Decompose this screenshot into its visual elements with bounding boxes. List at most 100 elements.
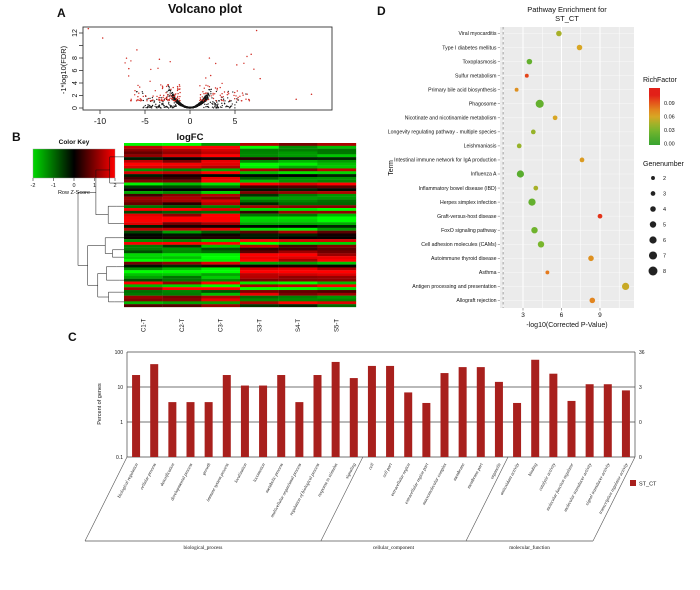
dotplot-term-label: Allograft rejection bbox=[456, 298, 496, 304]
pathway-dot bbox=[597, 213, 603, 219]
heatmap-column-label: C3-T bbox=[219, 318, 225, 332]
go-bar bbox=[549, 373, 558, 457]
svg-text:0.03: 0.03 bbox=[664, 128, 675, 134]
heatmap-panel: Color Key -2 -1 0 1 2 Row Z-Score C1-T C2-T C3… bbox=[31, 139, 357, 332]
volcano-y-axis-label: -1*log10(FDR) bbox=[59, 45, 68, 94]
panel-c-label: C bbox=[68, 330, 77, 344]
svg-text:9: 9 bbox=[598, 312, 602, 319]
color-key-title: Color Key bbox=[59, 139, 90, 146]
pathway-dot bbox=[589, 297, 596, 304]
volcano-title: Volcano plot bbox=[168, 2, 243, 16]
go-bar bbox=[422, 402, 431, 457]
color-key-axis-label: Row Z-Score bbox=[58, 190, 90, 196]
go-bar bbox=[295, 402, 304, 457]
go-bar bbox=[440, 373, 449, 457]
svg-text:0: 0 bbox=[72, 106, 79, 110]
pathway-dot bbox=[545, 270, 550, 275]
svg-text:5: 5 bbox=[233, 116, 238, 126]
go-bar bbox=[204, 402, 213, 457]
pathway-dot bbox=[556, 30, 562, 37]
heatmap-column-label: S5-T bbox=[335, 319, 341, 332]
genenumber-legend-title: Genenumber bbox=[643, 161, 685, 168]
go-bar-category-label: growth bbox=[201, 462, 212, 476]
dotplot-term-label: Sulfur metabolism bbox=[455, 73, 497, 79]
pathway-dot bbox=[621, 282, 630, 291]
svg-text:8: 8 bbox=[663, 269, 666, 275]
pathway-dot bbox=[528, 198, 536, 206]
svg-text:10: 10 bbox=[117, 385, 123, 391]
panel-a-label: A bbox=[57, 6, 66, 20]
go-bar-category-label: detoxification bbox=[159, 462, 176, 487]
svg-text:100: 100 bbox=[115, 350, 124, 356]
go-bar-category-label: organelle bbox=[489, 462, 502, 480]
pathway-dot bbox=[526, 58, 533, 65]
svg-text:6: 6 bbox=[663, 238, 666, 244]
svg-text:12: 12 bbox=[72, 29, 79, 37]
go-bar bbox=[277, 375, 286, 457]
genenumber-legend: Genenumber 2 3 4 5 6 7 8 bbox=[643, 161, 685, 276]
go-bar bbox=[513, 402, 522, 457]
dotplot-term-label: Graft-versus-host disease bbox=[437, 214, 497, 220]
dotplot-term-label: Herpes simplex infection bbox=[440, 200, 497, 206]
pathway-dotplot: Pathway Enrichment for ST_CT Viral myoca… bbox=[388, 5, 685, 329]
dotplot-term-label: Phagosome bbox=[469, 101, 497, 107]
pathway-dot bbox=[535, 99, 544, 108]
svg-text:0.09: 0.09 bbox=[664, 101, 675, 107]
dotplot-x-axis-label: -log10(Corrected P-Value) bbox=[526, 322, 607, 329]
svg-text:0.1: 0.1 bbox=[116, 455, 123, 461]
panel-b-label: B bbox=[12, 130, 21, 144]
go-bar-category-label: cell bbox=[367, 461, 375, 470]
svg-text:3: 3 bbox=[521, 312, 525, 319]
dotplot-term-label: Cell adhesion molecules (CAMs) bbox=[421, 242, 497, 248]
go-bar-category-label: cell part bbox=[381, 461, 393, 478]
svg-text:0.00: 0.00 bbox=[664, 141, 675, 147]
go-bar bbox=[186, 402, 195, 457]
heatmap-column-label: S3-T bbox=[257, 319, 263, 332]
pathway-dot bbox=[524, 73, 529, 78]
svg-text:3: 3 bbox=[639, 385, 642, 391]
svg-text:-1: -1 bbox=[51, 183, 56, 189]
go-bar-category-label: antioxidant activity bbox=[499, 461, 521, 496]
go-bar-y-axis-label: Percent of genes bbox=[97, 383, 103, 425]
dotplot-dots bbox=[514, 30, 630, 304]
svg-text:6: 6 bbox=[560, 312, 564, 319]
heatmap-column-label: S4-T bbox=[296, 319, 302, 332]
go-bar bbox=[168, 402, 177, 457]
go-bar-category-label: response to stimulus bbox=[317, 462, 339, 498]
heatmap-column-label: C2-T bbox=[180, 318, 186, 332]
svg-text:0: 0 bbox=[188, 116, 193, 126]
dotplot-term-label: Influenza A bbox=[471, 172, 497, 178]
go-bar bbox=[567, 400, 576, 457]
go-bar-category-labels: biological regulation cellular process det… bbox=[116, 461, 629, 518]
color-key-axis: -2 -1 0 1 2 bbox=[31, 178, 117, 189]
svg-text:6: 6 bbox=[72, 68, 79, 72]
go-bar bbox=[313, 375, 322, 457]
dotplot-term-labels: Viral myocarditis Type I diabetes mellitu… bbox=[388, 31, 500, 304]
volcano-axes: 0 2 4 6 8 12 -10 -5 0 5 bbox=[72, 29, 238, 126]
go-bar bbox=[150, 364, 159, 457]
go-bar bbox=[259, 385, 268, 457]
dotplot-term-label: Autoimmune thyroid disease bbox=[431, 256, 497, 262]
pathway-dot bbox=[537, 241, 545, 248]
svg-text:-2: -2 bbox=[31, 183, 36, 189]
dotplot-term-label: Asthma bbox=[479, 270, 497, 276]
go-bar-category-label: localization bbox=[233, 462, 248, 484]
go-bar-group-label: biological_process bbox=[183, 545, 222, 551]
volcano-plot: Volcano plot 0 2 4 6 8 12 -10 -5 0 5 -1*log10(FDR… bbox=[59, 2, 333, 143]
dotplot-term-label: FoxO signaling pathway bbox=[441, 228, 497, 234]
pathway-dot bbox=[588, 255, 594, 262]
volcano-points bbox=[87, 27, 313, 109]
pathway-dot bbox=[530, 129, 536, 135]
go-bar-legend: ST_CT bbox=[630, 480, 657, 488]
svg-text:4: 4 bbox=[72, 81, 79, 85]
heatmap-column-labels: C1-T C2-T C3-T S3-T S4-T S5-T bbox=[141, 318, 340, 332]
go-bar-group-separators: biological_process cellular_component mole… bbox=[84, 456, 636, 551]
pathway-dot bbox=[516, 170, 525, 178]
go-bar bbox=[349, 378, 358, 457]
svg-text:36: 36 bbox=[639, 350, 645, 356]
row-dendrogram bbox=[77, 156, 129, 303]
go-bar bbox=[621, 390, 630, 457]
dotplot-x-axis: 3 6 9 bbox=[521, 308, 602, 319]
pathway-dot bbox=[531, 227, 538, 234]
